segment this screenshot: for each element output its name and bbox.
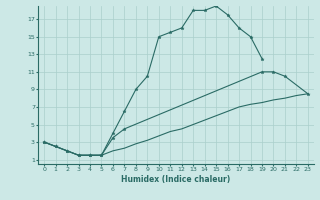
X-axis label: Humidex (Indice chaleur): Humidex (Indice chaleur) xyxy=(121,175,231,184)
